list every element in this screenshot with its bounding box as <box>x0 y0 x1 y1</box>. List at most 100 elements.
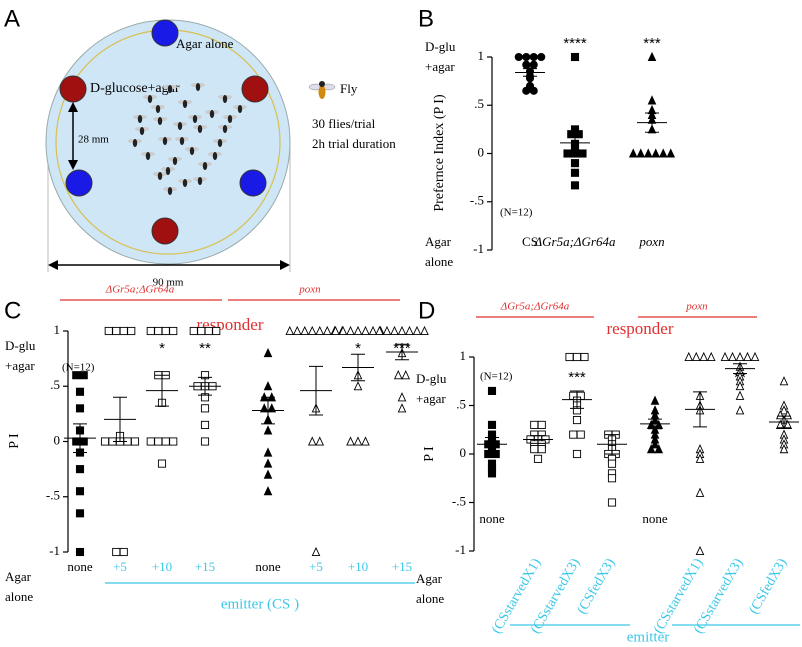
y-tick-label: -1 <box>49 543 60 558</box>
error-bar <box>395 343 409 361</box>
y-tick-label: 0 <box>54 432 61 447</box>
top-label: +agar <box>5 358 35 373</box>
data-point <box>574 130 583 139</box>
fly <box>141 152 155 160</box>
responder-title: responder <box>606 319 673 338</box>
data-point <box>263 447 273 457</box>
data-point <box>643 148 653 158</box>
fly <box>173 122 187 130</box>
data-point <box>529 60 538 69</box>
fly-body <box>202 162 208 170</box>
data-point <box>570 52 580 62</box>
fly <box>193 177 207 185</box>
diameter-label: 90 mm <box>153 277 184 289</box>
data-point <box>397 392 407 402</box>
data-point <box>567 130 576 139</box>
data-point <box>783 419 793 429</box>
data-point <box>783 410 793 420</box>
data-point <box>157 459 167 468</box>
arena-diagram: A Agar alone D-glucose+agar 28 mm 90 mm … <box>4 5 396 288</box>
data-point <box>119 326 128 336</box>
data-point <box>361 436 370 446</box>
panel-letter: C <box>4 297 21 324</box>
data-point <box>647 51 657 62</box>
fly <box>143 95 157 103</box>
data-point <box>267 403 277 413</box>
data-point <box>628 148 638 158</box>
emitter-title: emitter (CS ) <box>221 596 299 612</box>
fly <box>168 157 182 165</box>
data-point <box>75 404 85 413</box>
fly-body <box>222 95 228 103</box>
data-point <box>487 420 497 429</box>
fly <box>191 83 205 91</box>
data-point <box>361 325 370 336</box>
data-point <box>259 403 269 413</box>
y-tick-label: -1 <box>455 542 466 557</box>
data-point <box>735 390 745 400</box>
category-label: CS <box>522 234 538 249</box>
data-point <box>75 509 85 518</box>
fly <box>128 139 142 147</box>
fly-body <box>165 167 171 175</box>
data-point <box>130 437 140 446</box>
agar-spot <box>151 19 179 47</box>
data-point <box>307 325 317 336</box>
bottom-label: Agar <box>425 234 452 249</box>
fly-body <box>179 137 185 145</box>
data-point <box>263 381 273 391</box>
glucose-spot <box>59 75 87 103</box>
error-bar <box>523 68 537 77</box>
data-point <box>530 445 539 454</box>
fly-body <box>155 105 161 113</box>
note-line: 30 flies/trial <box>312 116 376 131</box>
fly <box>161 167 175 175</box>
significance: * <box>355 340 361 357</box>
fly-body <box>197 177 203 185</box>
fly-body <box>197 125 203 133</box>
error-bar <box>351 353 365 382</box>
data-point <box>212 326 221 336</box>
sample-size-note: (N=12) <box>500 207 533 219</box>
data-point <box>112 326 121 336</box>
data-point <box>728 351 737 362</box>
data-point <box>646 443 656 454</box>
data-point <box>650 395 660 405</box>
category-label: ΔGr5a;ΔGr64a <box>534 234 616 249</box>
fly <box>193 125 207 133</box>
data-point <box>420 325 429 336</box>
fly-body <box>132 139 138 147</box>
data-point <box>161 437 170 446</box>
fly <box>153 117 167 125</box>
responder-group: poxn <box>298 284 321 296</box>
significance: *** <box>568 369 586 386</box>
panel-letter: A <box>4 5 20 32</box>
data-point <box>397 325 407 336</box>
data-point <box>200 437 210 446</box>
fly-body <box>182 179 188 187</box>
sample-size-note: (N=12) <box>480 371 513 383</box>
significance: **** <box>563 35 587 52</box>
data-point <box>104 326 113 336</box>
data-point <box>119 547 128 557</box>
data-point <box>353 381 363 391</box>
data-point <box>169 326 178 336</box>
top-label: D-glu <box>416 371 447 386</box>
fly <box>218 95 232 103</box>
agar-label: Agar alone <box>176 36 234 51</box>
fly-body <box>222 125 228 133</box>
error-bar <box>113 396 127 442</box>
data-point <box>200 420 210 429</box>
y-tick-label: -.5 <box>470 193 484 208</box>
glucose-spot <box>151 217 179 245</box>
fly-body <box>162 137 168 145</box>
error-bar <box>648 418 662 430</box>
fly-body <box>212 152 218 160</box>
error-bar <box>309 365 323 416</box>
sample-size-note: (N=12) <box>62 362 95 374</box>
data-point <box>200 404 210 413</box>
fly <box>178 179 192 187</box>
data-point <box>79 371 88 380</box>
fly <box>163 85 177 93</box>
data-point <box>75 465 85 474</box>
